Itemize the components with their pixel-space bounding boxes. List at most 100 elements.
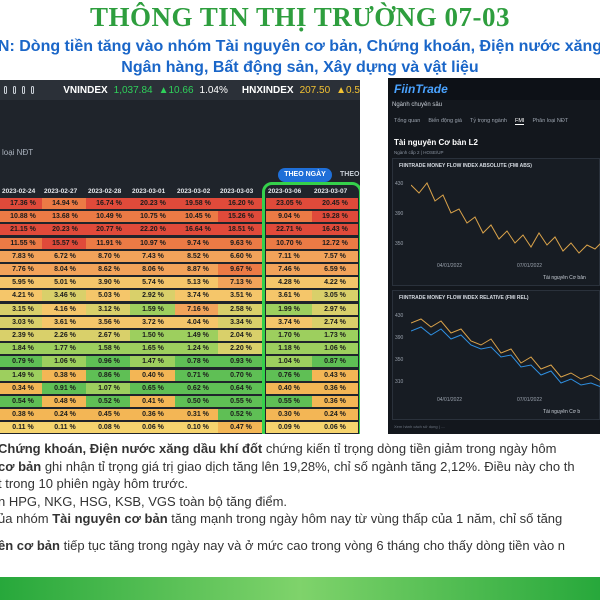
index-change: ▲10.66: [158, 84, 194, 96]
table-cell: 20.23 %: [42, 224, 88, 236]
commentary-line-1: Chứng khoán, Điện nước xăng dầu khí đốt …: [0, 440, 600, 458]
table-cell: 0.47 %: [218, 422, 264, 434]
table-cell: 10.70 %: [266, 237, 312, 249]
text: tăng mạnh trong ngày hôm nay từ vùng thấ…: [167, 511, 563, 526]
table-cell: 13.68 %: [42, 211, 88, 223]
table-cell: 7.16 %: [175, 303, 221, 315]
index-name-hnxindex: HNXINDEX: [241, 84, 294, 96]
table-cell: 4.21 %: [0, 290, 46, 302]
commentary: Chứng khoán, Điện nước xăng dầu khí đốt …: [0, 440, 600, 554]
table-cell: 5.74 %: [130, 277, 176, 289]
y-tick: 350: [395, 241, 404, 247]
date-header: 2023-03-06: [268, 188, 302, 195]
table-cell: 2.58 %: [218, 303, 264, 315]
y-tick: 430: [395, 313, 404, 319]
table-cell: 0.38 %: [0, 409, 46, 421]
table-cell: 0.52 %: [86, 396, 132, 407]
table-cell: 0.40 %: [266, 382, 312, 394]
fiintrade-logo: FiinTrade: [388, 78, 600, 100]
date-header: 2023-03-03: [220, 188, 254, 195]
table-cell: 7.76 %: [0, 264, 46, 275]
table-cell: 5.03 %: [86, 290, 132, 302]
table-cell: 19.58 %: [175, 198, 221, 209]
table-cell: 7.11 %: [266, 250, 312, 262]
table-cell: 0.54 %: [0, 396, 46, 407]
table-cell: 2.04 %: [218, 330, 264, 341]
table-cell: 0.86 %: [86, 369, 132, 381]
table-cell: 0.62 %: [175, 382, 221, 394]
table-cell: 10.97 %: [130, 237, 176, 249]
table-cell: 0.06 %: [312, 422, 358, 434]
table-cell: 3.74 %: [266, 316, 312, 328]
table-cell: 7.57 %: [312, 250, 358, 262]
table-cell: 1.04 %: [266, 356, 312, 368]
table-cell: 3.61 %: [42, 316, 88, 328]
table-cell: 8.87 %: [175, 264, 221, 275]
table-cell: 4.16 %: [42, 303, 88, 315]
table-cell: 11.91 %: [86, 237, 132, 249]
tab-other[interactable]: THEO: [340, 171, 360, 178]
table-cell: 2.67 %: [86, 330, 132, 341]
grid-icon: [12, 86, 16, 94]
table-cell: 10.45 %: [175, 211, 221, 223]
table-cell: 8.52 %: [175, 250, 221, 262]
table-cell: 4.22 %: [312, 277, 358, 289]
breadcrumb[interactable]: Ngành chuyên sâu: [392, 102, 443, 108]
table-cell: 1.84 %: [0, 343, 46, 355]
table-cell: 19.28 %: [312, 211, 358, 223]
footer-bar: [0, 577, 600, 600]
x-tick: 04/01/2022: [437, 263, 463, 269]
commentary-line-5: ủa nhóm Tài nguyên cơ bản tăng mạnh tron…: [0, 510, 600, 528]
table-cell: 6.60 %: [218, 250, 264, 262]
table-cell: 0.87 %: [312, 356, 358, 368]
text: ủa nhóm: [0, 511, 53, 526]
table-cell: 0.70 %: [218, 369, 264, 381]
table-cell: 7.46 %: [266, 264, 312, 275]
table-cell: 0.78 %: [175, 356, 221, 368]
table-cell: 1.65 %: [130, 343, 176, 355]
fmi-rel-chart: [411, 318, 600, 388]
table-cell: 3.90 %: [86, 277, 132, 289]
table-cell: 2.26 %: [42, 330, 88, 341]
table-cell: 9.74 %: [175, 237, 221, 249]
table-cell: 0.45 %: [86, 409, 132, 421]
table-cell: 15.26 %: [218, 211, 264, 223]
y-tick: 390: [395, 211, 404, 217]
subtitle-line-2: Ngân hàng, Bất động sản, Xây dựng và vật…: [121, 59, 479, 76]
table-cell: 0.11 %: [42, 422, 88, 434]
table-cell: 1.18 %: [266, 343, 312, 355]
table-cell: 1.06 %: [312, 343, 358, 355]
table-cell: 5.13 %: [175, 277, 221, 289]
tab-price-change[interactable]: Biến động giá: [428, 118, 462, 124]
table-cell: 4.04 %: [175, 316, 221, 328]
bold-text: cơ bản: [0, 458, 42, 474]
bold-text: Tài nguyên cơ bản: [52, 511, 168, 526]
tab-by-day[interactable]: THEO NGÀY: [278, 168, 332, 182]
text: ghi nhận tỉ trọng giá trị giao dịch tăng…: [41, 458, 575, 474]
highlight-box: [262, 182, 360, 434]
index-value: 207.50: [299, 84, 331, 96]
table-cell: 23.05 %: [266, 198, 312, 209]
table-cell: 1.49 %: [175, 330, 221, 341]
tab-sector-weight[interactable]: Tỷ trọng ngành: [469, 118, 507, 124]
table-cell: 0.30 %: [266, 409, 312, 421]
tab-overview[interactable]: Tổng quan: [394, 118, 421, 124]
date-header: 2023-02-28: [88, 188, 122, 195]
table-cell: 3.51 %: [218, 290, 264, 302]
table-cell: 0.36 %: [312, 396, 358, 407]
tab-fmi[interactable]: FMI: [514, 118, 525, 125]
table-cell: 10.75 %: [130, 211, 176, 223]
table-cell: 0.52 %: [218, 409, 264, 421]
sector-subheading: Ngành cấp 2 | HOSE/UP: [394, 150, 444, 155]
bold-text: Chứng khoán, Điện nước xăng dầu khí đốt: [0, 441, 263, 456]
table-cell: 0.55 %: [218, 396, 264, 407]
usage-link[interactable]: Xem hành cách sử dụng | ....: [394, 424, 446, 429]
table-cell: 0.40 %: [130, 369, 176, 381]
table-cell: 8.70 %: [86, 250, 132, 262]
table-cell: 8.06 %: [130, 264, 176, 275]
y-tick: 350: [395, 357, 404, 363]
index-pct: 1.04%: [199, 84, 228, 96]
tab-investor-type[interactable]: Phân loại NĐT: [532, 118, 569, 124]
series-sector-line: [411, 182, 600, 254]
table-cell: 9.63 %: [218, 237, 264, 249]
